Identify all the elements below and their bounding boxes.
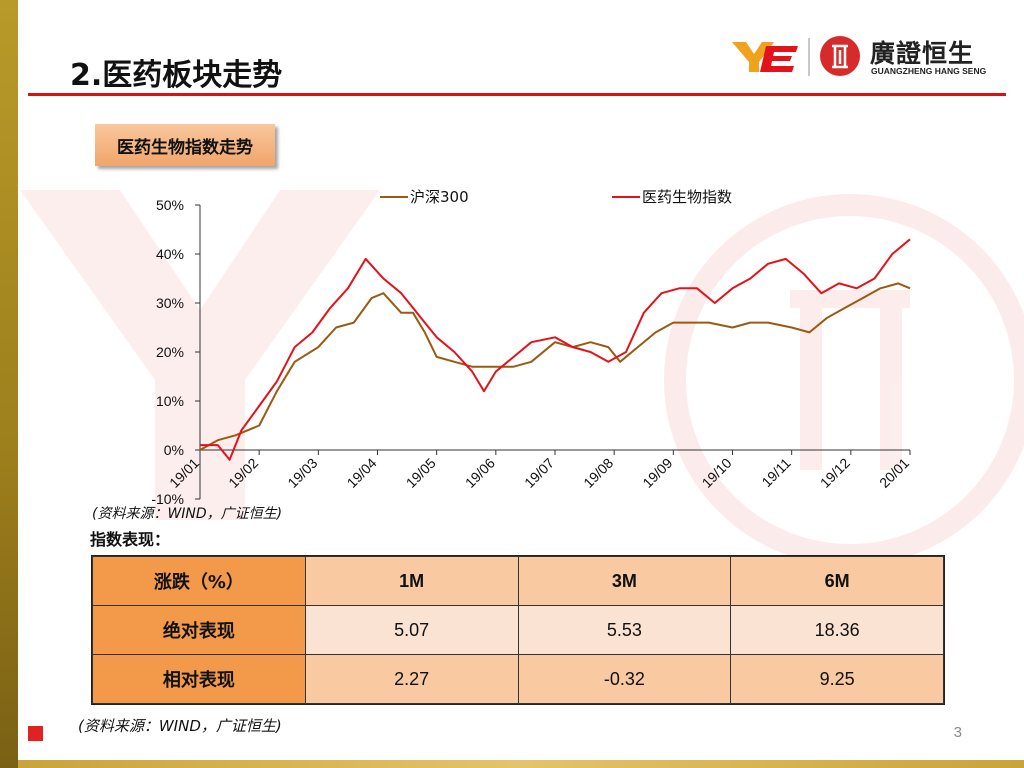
title-underline [28, 93, 1006, 96]
y-tick-label: 20% [156, 344, 184, 360]
table-cell: 9.25 [730, 654, 944, 704]
seal-icon [820, 36, 860, 76]
row-label: 绝对表现 [92, 605, 306, 655]
row-label: 相对表现 [92, 654, 306, 704]
x-tick-label: 19/06 [462, 455, 498, 491]
x-tick-label: 19/12 [817, 455, 853, 491]
page-number: 3 [953, 724, 962, 741]
x-tick-label: 19/07 [521, 455, 557, 491]
bottom-decor-bar [18, 760, 1024, 768]
page-title: 2.医药板块走势 [70, 58, 283, 93]
x-tick-label: 19/01 [166, 455, 202, 491]
header-cell: 6M [730, 556, 944, 606]
legend-label: 医药生物指数 [642, 188, 732, 206]
table-cell: -0.32 [517, 654, 732, 704]
logo-name-en: GUANGZHENG HANG SENG [871, 66, 987, 76]
header-cell: 1M [304, 556, 519, 606]
y-tick-label: 50% [156, 197, 184, 213]
logo-divider [808, 38, 810, 76]
series-line [199, 282, 911, 451]
series-line [200, 238, 911, 461]
header-cell: 3M [517, 556, 732, 606]
header-cell: 涨跌（%） [92, 556, 306, 606]
x-tick-label: 20/01 [876, 455, 912, 491]
section-tag: 医药生物指数走势 [95, 124, 275, 166]
table-cell: 2.27 [304, 654, 519, 704]
corner-square [28, 726, 43, 741]
ye-logo-icon [732, 42, 798, 72]
logo-name-cn: 廣證恒生 [870, 39, 975, 68]
y-tick-label: 30% [156, 295, 184, 311]
y-tick-label: 0% [164, 442, 184, 458]
x-tick-label: 19/03 [284, 455, 320, 491]
y-tick-label: 10% [156, 393, 184, 409]
y-tick-label: -10% [151, 491, 184, 507]
table-title: 指数表现： [90, 530, 171, 549]
table-cell: 5.53 [517, 605, 732, 655]
legend-label: 沪深300 [410, 188, 469, 206]
table-row: 绝对表现 5.07 5.53 18.36 [92, 605, 944, 655]
x-tick-label: 19/05 [403, 455, 439, 491]
company-logo: 廣證恒生 GUANGZHENG HANG SENG [730, 34, 990, 82]
source-note-bottom: (资料来源：WIND，广证恒生) [78, 717, 282, 735]
y-tick-label: 40% [156, 246, 184, 262]
performance-table: 涨跌（%） 1M 3M 6M 绝对表现 5.07 5.53 18.36 相对表现… [91, 555, 945, 705]
table-cell: 18.36 [730, 605, 944, 655]
x-tick-label: 19/10 [699, 455, 735, 491]
x-tick-label: 19/11 [758, 455, 794, 491]
x-tick-label: 19/09 [639, 455, 675, 491]
x-tick-label: 19/04 [344, 455, 380, 491]
source-note: (资料来源：WIND，广证恒生) [92, 506, 283, 522]
x-tick-label: 19/08 [580, 455, 616, 491]
table-header-row: 涨跌（%） 1M 3M 6M [92, 556, 944, 606]
table-row: 相对表现 2.27 -0.32 9.25 [92, 654, 944, 704]
table-cell: 5.07 [304, 605, 519, 655]
x-tick-label: 19/02 [225, 455, 261, 491]
left-decor-bar [0, 0, 18, 768]
